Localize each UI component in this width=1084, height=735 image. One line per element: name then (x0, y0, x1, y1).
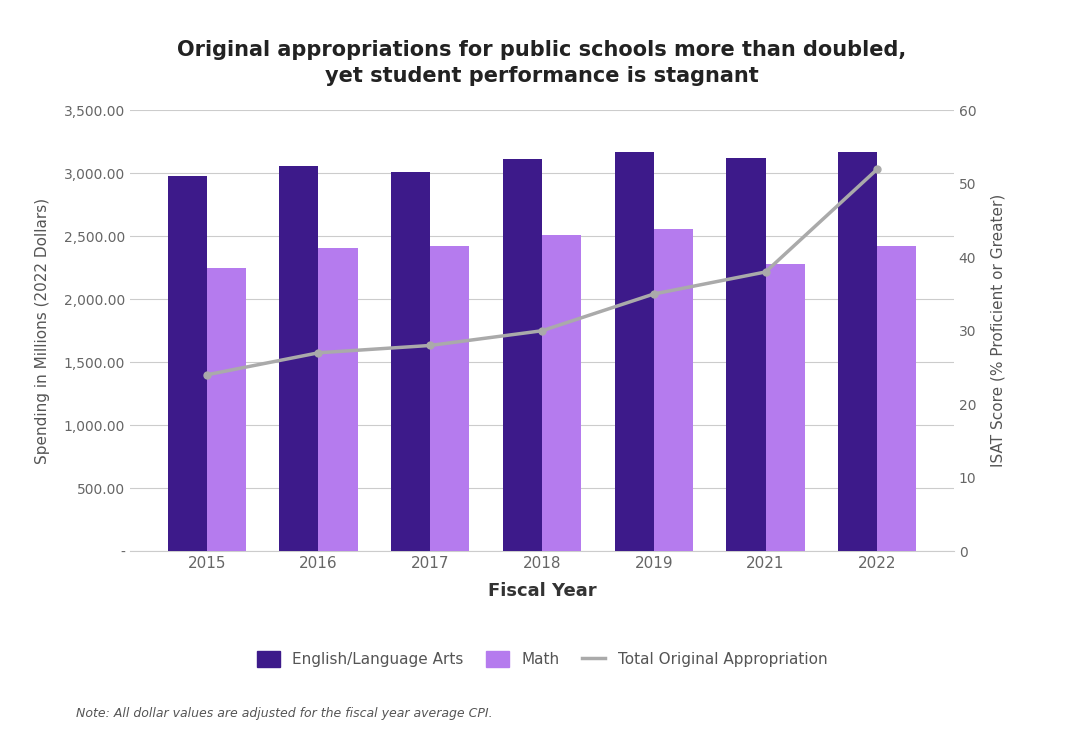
Bar (391, 172, 430, 551)
Bar (207, 268, 246, 551)
Bar (542, 235, 581, 551)
Legend: English/Language Arts, Math, Total Original Appropriation: English/Language Arts, Math, Total Origi… (257, 651, 827, 667)
Bar (168, 176, 207, 551)
Y-axis label: ISAT Score (% Proficient or Greater): ISAT Score (% Proficient or Greater) (991, 194, 1005, 467)
Bar (503, 159, 542, 551)
Bar (654, 229, 693, 551)
Text: Note: All dollar values are adjusted for the fiscal year average CPI.: Note: All dollar values are adjusted for… (76, 707, 492, 720)
Y-axis label: Spending in Millions (2022 Dollars): Spending in Millions (2022 Dollars) (35, 198, 50, 464)
Bar (877, 246, 916, 551)
Bar (838, 152, 877, 551)
X-axis label: Fiscal Year: Fiscal Year (488, 582, 596, 600)
Bar (615, 152, 654, 551)
Bar (319, 248, 358, 551)
Bar (726, 158, 765, 551)
Bar (280, 165, 319, 551)
Bar (430, 246, 469, 551)
Title: Original appropriations for public schools more than doubled,
yet student perfor: Original appropriations for public schoo… (178, 40, 906, 87)
Bar (765, 264, 804, 551)
